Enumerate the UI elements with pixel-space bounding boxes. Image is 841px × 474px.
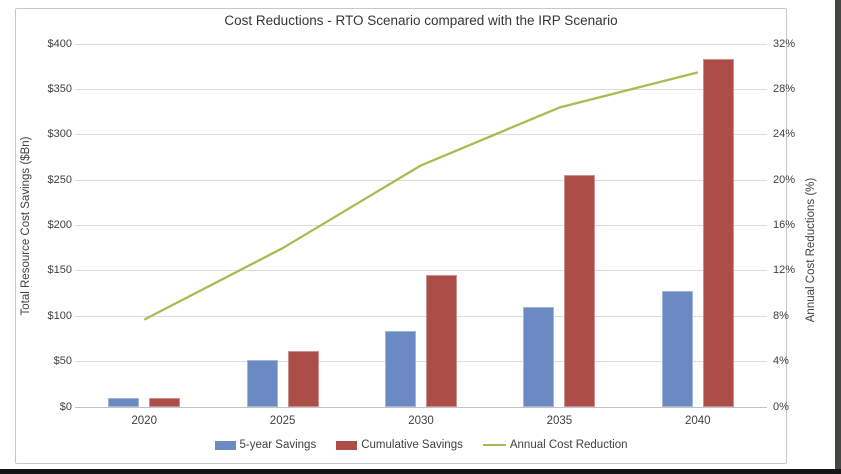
y-tick-right-20: 20% xyxy=(773,173,796,186)
y-tick-left-350: $350 xyxy=(47,82,72,95)
bar-cumulative-savings-2025 xyxy=(287,350,319,407)
screen-edge-bottom xyxy=(0,469,841,474)
bar-5-year-savings-2040 xyxy=(661,290,693,407)
legend-item-annual-cost-reduction: Annual Cost Reduction xyxy=(482,439,628,451)
bar-5-year-savings-2035 xyxy=(523,307,555,407)
y-tick-left-50: $50 xyxy=(53,355,72,368)
gridline-250 xyxy=(75,179,767,181)
y-tick-right-32: 32% xyxy=(773,37,796,50)
y-tick-left-400: $400 xyxy=(47,37,72,50)
y-tick-right-8: 8% xyxy=(773,309,789,322)
bar-cumulative-savings-2040 xyxy=(702,58,734,407)
x-tick-2035: 2035 xyxy=(546,415,573,427)
chart-title: Cost Reductions - RTO Scenario compared … xyxy=(224,13,618,28)
gridline-50 xyxy=(75,361,767,363)
x-tick-2025: 2025 xyxy=(269,415,296,427)
bar-cumulative-savings-2035 xyxy=(564,174,596,407)
bar-cumulative-savings-2030 xyxy=(426,274,457,407)
legend-label-5-year-savings: 5-year Savings xyxy=(239,439,317,451)
legend-swatch-cumulative-savings-icon xyxy=(336,440,358,450)
y-tick-left-250: $250 xyxy=(47,173,72,186)
bar-5-year-savings-2030 xyxy=(385,330,416,407)
legend-label-cumulative-savings: Cumulative Savings xyxy=(361,439,463,451)
y-tick-right-24: 24% xyxy=(773,128,796,141)
x-tick-2030: 2030 xyxy=(408,415,434,427)
gridline-150 xyxy=(75,270,767,272)
screen-edge-right xyxy=(835,0,841,474)
bar-cumulative-savings-2020 xyxy=(149,397,181,407)
legend-label-annual-cost-reduction: Annual Cost Reduction xyxy=(509,439,628,451)
bar-5-year-savings-2020 xyxy=(108,397,140,407)
y-tick-left-150: $150 xyxy=(47,264,72,277)
y-tick-right-0: 0% xyxy=(773,400,789,413)
gridline-0 xyxy=(75,406,767,408)
gridline-200 xyxy=(75,225,767,226)
gridline-350 xyxy=(75,88,767,90)
gridline-300 xyxy=(75,134,767,136)
legend-item-5-year-savings: 5-year Savings xyxy=(214,439,317,451)
gridline-400 xyxy=(75,43,767,45)
legend-swatch-annual-cost-reduction-line-icon xyxy=(482,443,506,447)
legend-swatch-5-year-savings-icon xyxy=(214,440,236,450)
y-tick-right-28: 28% xyxy=(773,82,796,95)
x-tick-2020: 2020 xyxy=(131,415,157,427)
y-tick-right-12: 12% xyxy=(773,264,796,277)
y-tick-right-16: 16% xyxy=(773,219,796,231)
y-tick-left-0: $0 xyxy=(59,400,72,413)
legend: 5-year Savings Cumulative Savings Annual C… xyxy=(75,437,767,453)
legend-item-cumulative-savings: Cumulative Savings xyxy=(336,439,463,451)
y-tick-left-200: $200 xyxy=(47,219,72,231)
bar-5-year-savings-2025 xyxy=(246,359,278,407)
y-tick-left-300: $300 xyxy=(47,128,72,141)
x-tick-2040: 2040 xyxy=(685,415,711,427)
y-tick-left-100: $100 xyxy=(47,309,72,322)
y-tick-right-4: 4% xyxy=(773,355,789,368)
